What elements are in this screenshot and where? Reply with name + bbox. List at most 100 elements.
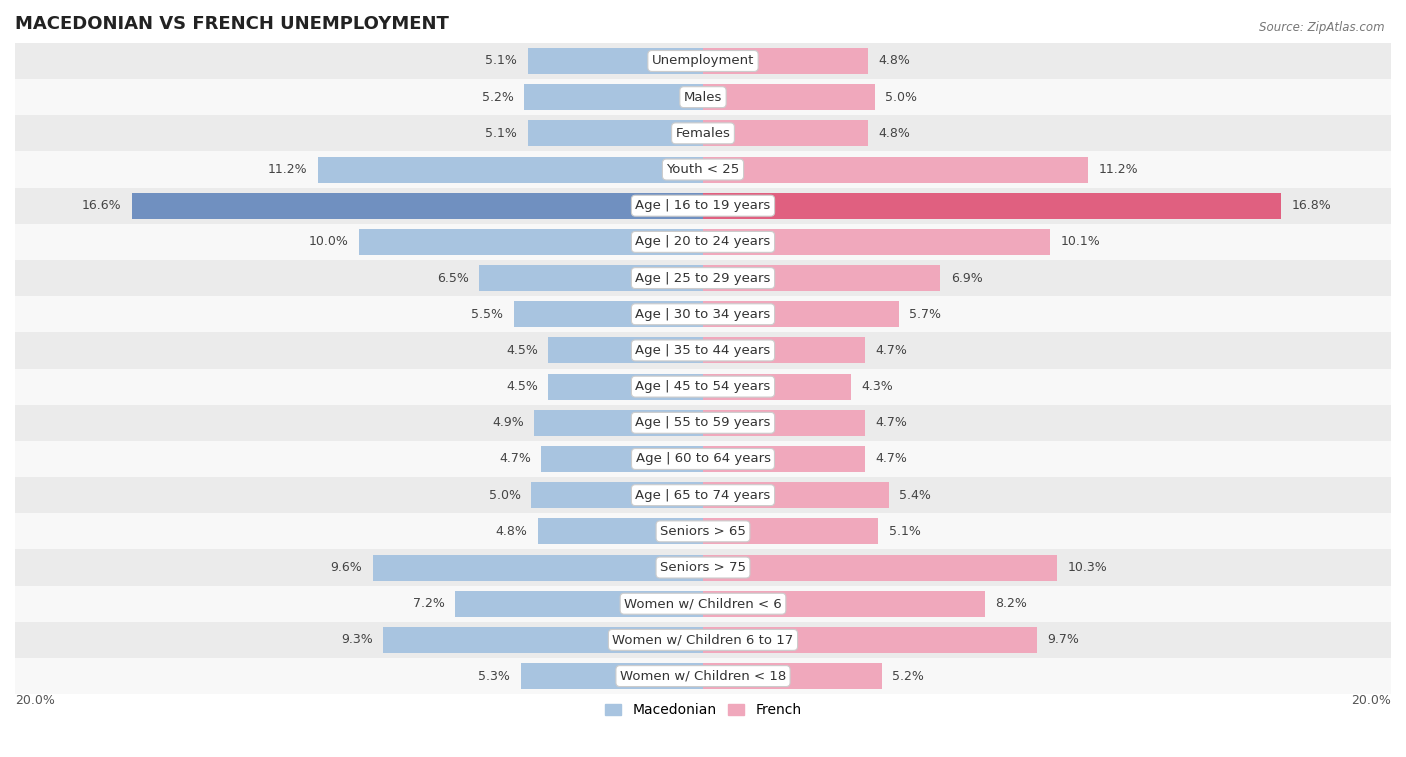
Bar bbox=[15, 332, 1391, 369]
Bar bbox=[703, 84, 875, 111]
Text: Age | 16 to 19 years: Age | 16 to 19 years bbox=[636, 199, 770, 212]
Text: 4.8%: 4.8% bbox=[879, 127, 910, 140]
Text: 5.3%: 5.3% bbox=[478, 670, 510, 683]
Text: 5.7%: 5.7% bbox=[910, 308, 942, 321]
Bar bbox=[703, 555, 1057, 581]
Text: Seniors > 65: Seniors > 65 bbox=[659, 525, 747, 538]
Bar bbox=[15, 115, 1391, 151]
Text: Age | 35 to 44 years: Age | 35 to 44 years bbox=[636, 344, 770, 357]
Bar bbox=[527, 120, 703, 146]
Bar bbox=[132, 193, 703, 219]
Text: 5.1%: 5.1% bbox=[889, 525, 921, 538]
Bar bbox=[15, 550, 1391, 586]
Bar bbox=[703, 229, 1050, 255]
Text: 10.3%: 10.3% bbox=[1067, 561, 1108, 574]
Text: 4.7%: 4.7% bbox=[499, 453, 531, 466]
Bar bbox=[703, 663, 882, 689]
Text: 5.5%: 5.5% bbox=[471, 308, 503, 321]
Bar bbox=[703, 374, 851, 400]
Text: 8.2%: 8.2% bbox=[995, 597, 1028, 610]
Text: 4.3%: 4.3% bbox=[862, 380, 893, 393]
Bar bbox=[520, 663, 703, 689]
Text: 5.2%: 5.2% bbox=[893, 670, 924, 683]
Bar bbox=[15, 477, 1391, 513]
Bar bbox=[382, 627, 703, 653]
Text: 11.2%: 11.2% bbox=[267, 163, 308, 176]
Text: 5.2%: 5.2% bbox=[482, 91, 513, 104]
Text: 4.5%: 4.5% bbox=[506, 344, 538, 357]
Bar bbox=[15, 658, 1391, 694]
Text: Males: Males bbox=[683, 91, 723, 104]
Bar bbox=[703, 120, 868, 146]
Text: Age | 55 to 59 years: Age | 55 to 59 years bbox=[636, 416, 770, 429]
Text: 4.8%: 4.8% bbox=[879, 55, 910, 67]
Text: 7.2%: 7.2% bbox=[413, 597, 446, 610]
Text: 11.2%: 11.2% bbox=[1098, 163, 1139, 176]
Bar bbox=[15, 79, 1391, 115]
Text: Seniors > 75: Seniors > 75 bbox=[659, 561, 747, 574]
Bar bbox=[703, 265, 941, 291]
Bar bbox=[456, 590, 703, 617]
Text: 5.0%: 5.0% bbox=[886, 91, 917, 104]
Bar bbox=[15, 43, 1391, 79]
Text: 6.5%: 6.5% bbox=[437, 272, 470, 285]
Bar bbox=[538, 519, 703, 544]
Bar bbox=[703, 157, 1088, 182]
Text: Age | 30 to 34 years: Age | 30 to 34 years bbox=[636, 308, 770, 321]
Legend: Macedonian, French: Macedonian, French bbox=[599, 698, 807, 723]
Text: 4.5%: 4.5% bbox=[506, 380, 538, 393]
Bar bbox=[534, 410, 703, 436]
Text: 16.8%: 16.8% bbox=[1291, 199, 1331, 212]
Bar bbox=[703, 519, 879, 544]
Text: MACEDONIAN VS FRENCH UNEMPLOYMENT: MACEDONIAN VS FRENCH UNEMPLOYMENT bbox=[15, 15, 449, 33]
Bar bbox=[15, 586, 1391, 621]
Text: Youth < 25: Youth < 25 bbox=[666, 163, 740, 176]
Text: 5.4%: 5.4% bbox=[898, 489, 931, 502]
Bar bbox=[703, 410, 865, 436]
Text: Age | 25 to 29 years: Age | 25 to 29 years bbox=[636, 272, 770, 285]
Bar bbox=[15, 441, 1391, 477]
Bar bbox=[531, 482, 703, 508]
Bar bbox=[513, 301, 703, 327]
Bar bbox=[703, 446, 865, 472]
Bar bbox=[373, 555, 703, 581]
Bar bbox=[703, 338, 865, 363]
Bar bbox=[703, 193, 1281, 219]
Bar bbox=[15, 188, 1391, 224]
Bar bbox=[15, 621, 1391, 658]
Bar bbox=[15, 224, 1391, 260]
Bar bbox=[524, 84, 703, 111]
Text: Age | 60 to 64 years: Age | 60 to 64 years bbox=[636, 453, 770, 466]
Text: Women w/ Children < 18: Women w/ Children < 18 bbox=[620, 670, 786, 683]
Text: Age | 65 to 74 years: Age | 65 to 74 years bbox=[636, 489, 770, 502]
Text: Women w/ Children 6 to 17: Women w/ Children 6 to 17 bbox=[613, 634, 793, 646]
Text: 10.1%: 10.1% bbox=[1060, 235, 1101, 248]
Bar bbox=[15, 296, 1391, 332]
Text: 4.9%: 4.9% bbox=[492, 416, 524, 429]
Text: 20.0%: 20.0% bbox=[15, 694, 55, 707]
Bar bbox=[703, 301, 898, 327]
Bar bbox=[318, 157, 703, 182]
Bar bbox=[527, 48, 703, 74]
Text: 10.0%: 10.0% bbox=[309, 235, 349, 248]
Bar bbox=[15, 513, 1391, 550]
Text: Women w/ Children < 6: Women w/ Children < 6 bbox=[624, 597, 782, 610]
Text: 5.1%: 5.1% bbox=[485, 55, 517, 67]
Text: Age | 20 to 24 years: Age | 20 to 24 years bbox=[636, 235, 770, 248]
Bar bbox=[703, 627, 1036, 653]
Bar bbox=[703, 48, 868, 74]
Text: Unemployment: Unemployment bbox=[652, 55, 754, 67]
Text: 4.7%: 4.7% bbox=[875, 416, 907, 429]
Bar bbox=[541, 446, 703, 472]
Text: 4.7%: 4.7% bbox=[875, 344, 907, 357]
Text: Age | 45 to 54 years: Age | 45 to 54 years bbox=[636, 380, 770, 393]
Bar bbox=[15, 405, 1391, 441]
Text: 16.6%: 16.6% bbox=[82, 199, 122, 212]
Bar bbox=[479, 265, 703, 291]
Text: 6.9%: 6.9% bbox=[950, 272, 983, 285]
Text: Females: Females bbox=[675, 127, 731, 140]
Text: 9.6%: 9.6% bbox=[330, 561, 363, 574]
Bar bbox=[703, 482, 889, 508]
Text: 5.0%: 5.0% bbox=[489, 489, 520, 502]
Text: 5.1%: 5.1% bbox=[485, 127, 517, 140]
